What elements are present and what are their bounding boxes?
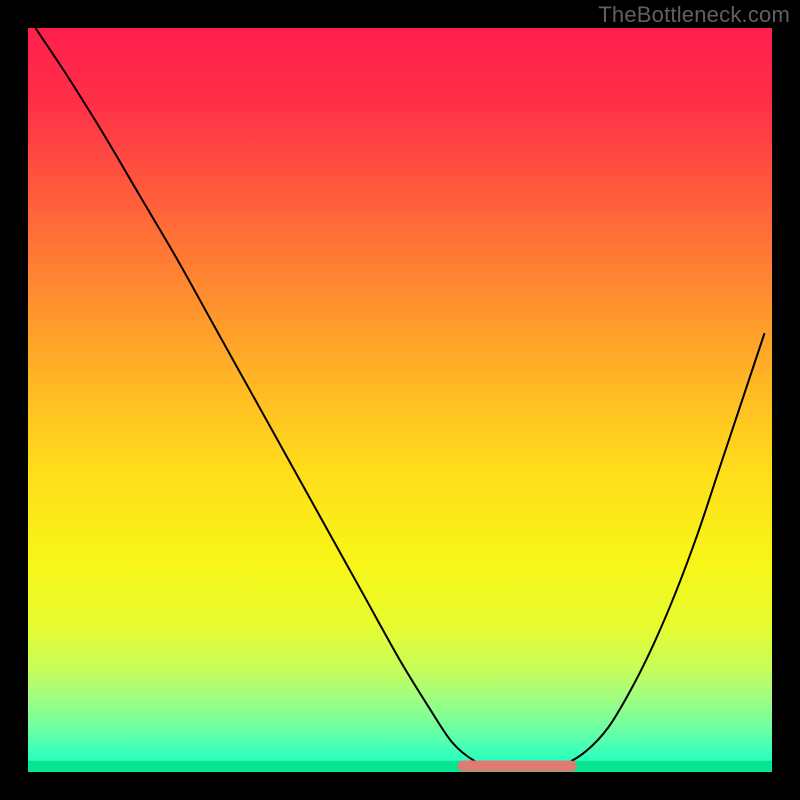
figure-root: TheBottleneck.com (0, 0, 800, 800)
bottom-green-strip (28, 761, 772, 772)
plot-area (28, 28, 772, 772)
watermark-text: TheBottleneck.com (598, 2, 790, 28)
gradient-curve-chart (28, 28, 772, 772)
